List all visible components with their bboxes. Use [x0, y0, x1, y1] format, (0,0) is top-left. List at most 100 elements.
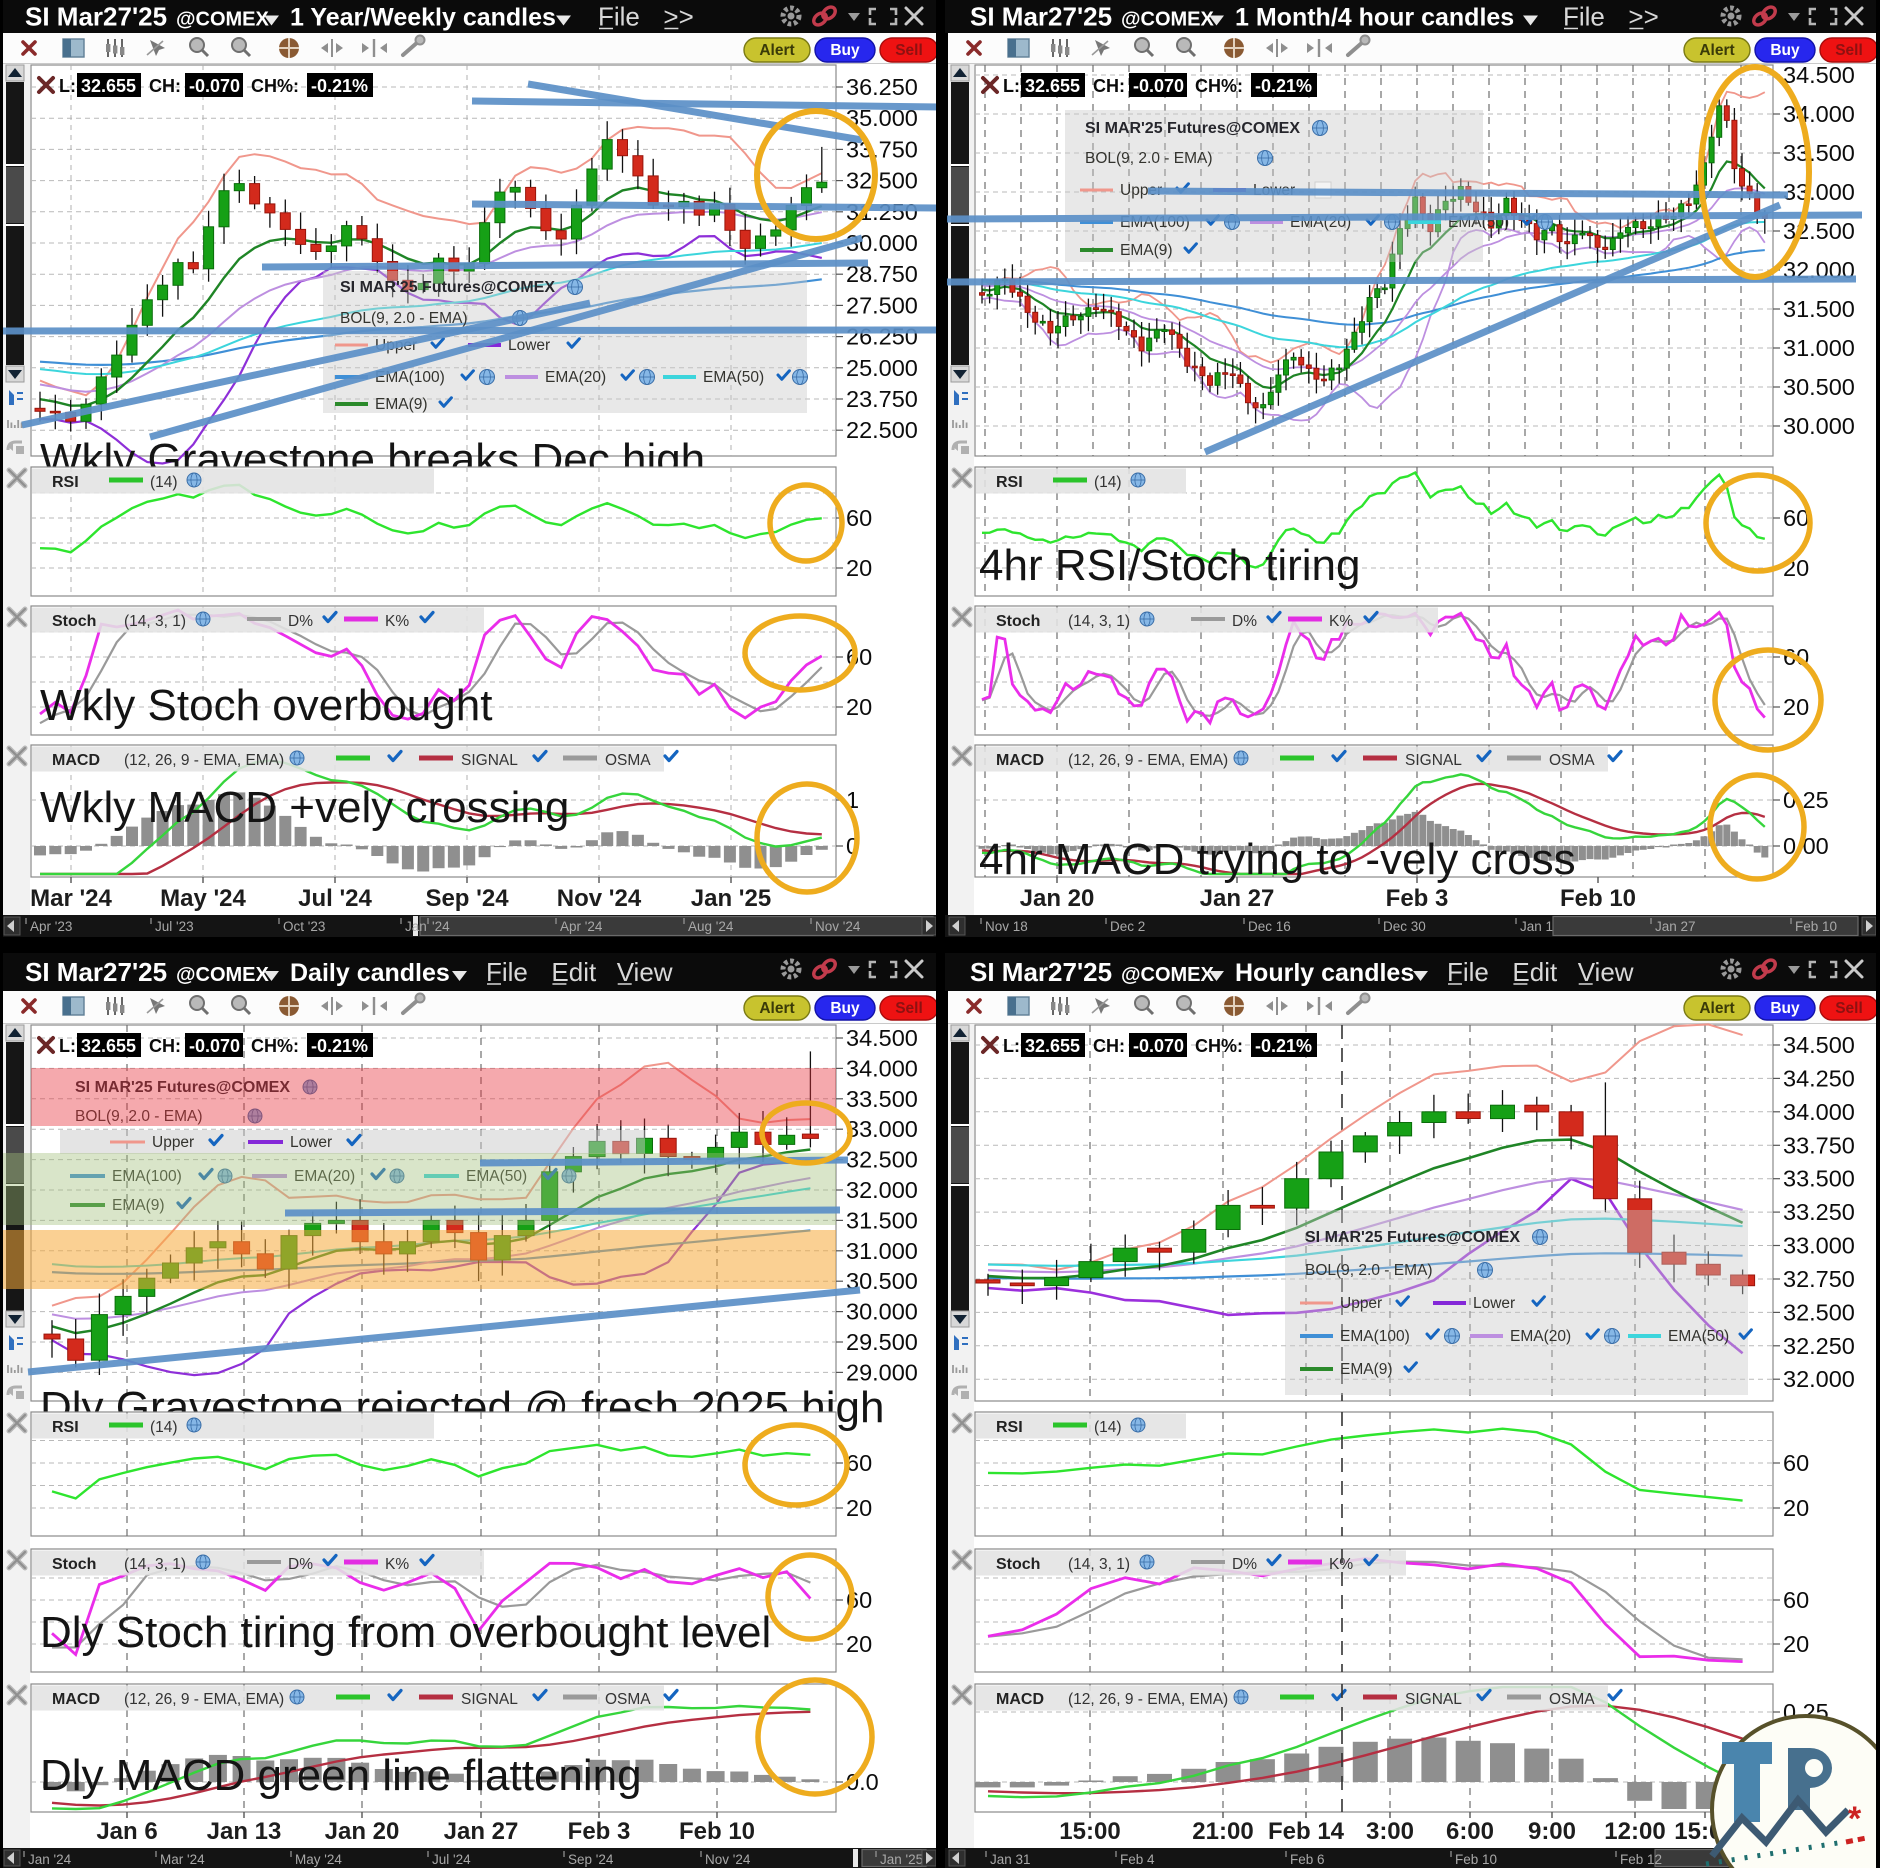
svg-text:Feb 6: Feb 6 [1290, 1852, 1325, 1867]
svg-text:MACD: MACD [996, 752, 1044, 769]
svg-text:Alert: Alert [1699, 1000, 1734, 1017]
svg-text:Feb 12: Feb 12 [1620, 1852, 1662, 1867]
svg-text:33.250: 33.250 [1783, 1199, 1855, 1225]
svg-text:-0.21%: -0.21% [1255, 1036, 1312, 1056]
svg-text:SIGNAL: SIGNAL [461, 752, 518, 769]
svg-text:Feb 14: Feb 14 [1268, 1818, 1345, 1845]
svg-text:Feb 3: Feb 3 [568, 1818, 631, 1845]
svg-text:29.000: 29.000 [846, 1359, 918, 1385]
svg-text:6:00: 6:00 [1446, 1818, 1494, 1845]
svg-text:SI MAR'25 Futures@COMEX: SI MAR'25 Futures@COMEX [340, 279, 555, 296]
svg-text:-0.070: -0.070 [1133, 1036, 1184, 1056]
svg-text:20: 20 [1783, 1631, 1809, 1657]
svg-text:Upper: Upper [1120, 182, 1162, 199]
svg-text:Nov '24: Nov '24 [557, 885, 642, 912]
svg-text:File: File [1563, 2, 1605, 32]
svg-text:K%: K% [1329, 613, 1353, 630]
svg-text:EMA(9): EMA(9) [375, 396, 428, 413]
svg-text:(12, 26, 9 - EMA, EMA): (12, 26, 9 - EMA, EMA) [1068, 752, 1228, 769]
svg-text:Jan 27: Jan 27 [444, 1818, 519, 1845]
svg-text:EMA(9): EMA(9) [1120, 242, 1173, 259]
svg-text:Jan 27: Jan 27 [1200, 885, 1275, 912]
svg-text:D%: D% [288, 1556, 313, 1573]
svg-text:Stoch: Stoch [52, 613, 96, 630]
svg-text:Stoch: Stoch [52, 1556, 96, 1573]
svg-text:32.000: 32.000 [846, 1177, 918, 1203]
svg-text:CH%:: CH%: [251, 1036, 299, 1056]
svg-text:32.000: 32.000 [1783, 1366, 1855, 1392]
svg-text:EMA(50): EMA(50) [466, 1168, 527, 1185]
svg-text:(12, 26, 9 - EMA, EMA): (12, 26, 9 - EMA, EMA) [1068, 1691, 1228, 1708]
svg-text:33.000: 33.000 [1783, 179, 1855, 205]
svg-text:29.500: 29.500 [846, 1329, 918, 1355]
svg-text:23.750: 23.750 [846, 386, 918, 412]
svg-text:EMA(20): EMA(20) [294, 1168, 355, 1185]
svg-text:(14): (14) [150, 474, 178, 491]
svg-text:Nov '24: Nov '24 [705, 1852, 751, 1867]
svg-text:Feb 10: Feb 10 [1560, 885, 1636, 912]
svg-text:D%: D% [288, 613, 313, 630]
svg-text:OSMA: OSMA [1549, 752, 1595, 769]
svg-text:32.750: 32.750 [1783, 1266, 1855, 1292]
svg-text:-0.21%: -0.21% [311, 1036, 368, 1056]
svg-text:33.750: 33.750 [1783, 1132, 1855, 1158]
svg-text:21:00: 21:00 [1192, 1818, 1253, 1845]
svg-text:4hr RSI/Stoch tiring: 4hr RSI/Stoch tiring [979, 541, 1361, 590]
svg-text:(14, 3, 1): (14, 3, 1) [1068, 613, 1130, 630]
svg-text:K%: K% [1329, 1556, 1353, 1573]
svg-text:(14): (14) [150, 1419, 178, 1436]
svg-text:May '24: May '24 [295, 1852, 342, 1867]
svg-text:Stoch: Stoch [996, 1556, 1040, 1573]
svg-text:MACD: MACD [52, 1691, 100, 1708]
svg-text:Feb 10: Feb 10 [1795, 919, 1837, 934]
svg-text:Jan 6: Jan 6 [96, 1818, 157, 1845]
svg-text:Apr '23: Apr '23 [30, 919, 72, 934]
svg-text:36.250: 36.250 [846, 74, 918, 100]
svg-text:EMA(9): EMA(9) [112, 1197, 165, 1214]
svg-text:Wkly Stoch overbought: Wkly Stoch overbought [40, 681, 492, 730]
svg-text:34.500: 34.500 [1783, 1032, 1855, 1058]
svg-text:Sell: Sell [1835, 1000, 1863, 1017]
svg-text:Hourly candles: Hourly candles [1235, 959, 1414, 987]
svg-text:Lower: Lower [1473, 1295, 1515, 1312]
svg-text:32.250: 32.250 [1783, 1333, 1855, 1359]
svg-text:20: 20 [1783, 694, 1809, 720]
svg-text:15:00: 15:00 [1059, 1818, 1120, 1845]
svg-text:Feb 4: Feb 4 [1120, 1852, 1155, 1867]
svg-text:Nov '24: Nov '24 [815, 919, 861, 934]
svg-text:Lower: Lower [290, 1134, 332, 1151]
svg-text:Daily candles: Daily candles [290, 959, 450, 987]
svg-text:20: 20 [846, 1495, 872, 1521]
svg-text:12:00: 12:00 [1604, 1818, 1665, 1845]
svg-text:CH:: CH: [149, 1036, 181, 1056]
svg-text:32.655: 32.655 [1025, 76, 1080, 96]
svg-text:34.500: 34.500 [1783, 62, 1855, 88]
svg-text:33.000: 33.000 [846, 1116, 918, 1142]
svg-text:OSMA: OSMA [605, 752, 651, 769]
svg-text:(12, 26, 9 - EMA, EMA): (12, 26, 9 - EMA, EMA) [124, 1691, 284, 1708]
svg-text:Mar '24: Mar '24 [160, 1852, 205, 1867]
svg-text:Dly Stoch tiring from overboug: Dly Stoch tiring from overbought level [40, 1608, 771, 1657]
svg-text:SI Mar27'25: SI Mar27'25 [25, 957, 167, 987]
svg-text:L:: L: [59, 76, 76, 96]
svg-text:Jan 31: Jan 31 [990, 1852, 1031, 1867]
svg-text:BOL(9, 2.0 - EMA): BOL(9, 2.0 - EMA) [75, 1108, 202, 1125]
svg-text:Stoch: Stoch [996, 613, 1040, 630]
svg-text:33.500: 33.500 [1783, 140, 1855, 166]
svg-text:Aug '24: Aug '24 [688, 919, 734, 934]
svg-text:SI MAR'25 Futures@COMEX: SI MAR'25 Futures@COMEX [75, 1079, 290, 1096]
svg-text:Edit: Edit [1512, 957, 1558, 987]
svg-text:Sep '24: Sep '24 [425, 885, 509, 912]
svg-text:RSI: RSI [996, 1419, 1023, 1436]
svg-text:MACD: MACD [996, 1691, 1044, 1708]
svg-text:Dly MACD green line flattening: Dly MACD green line flattening [40, 1751, 642, 1800]
svg-text:SIGNAL: SIGNAL [461, 1691, 518, 1708]
svg-text:33.500: 33.500 [1783, 1166, 1855, 1192]
svg-text:D%: D% [1232, 613, 1257, 630]
svg-text:Jan 1: Jan 1 [1520, 919, 1553, 934]
svg-text:Lower: Lower [508, 337, 550, 354]
svg-text:Jul '24: Jul '24 [432, 1852, 471, 1867]
svg-text:>>: >> [663, 2, 693, 32]
svg-text:File: File [598, 2, 640, 32]
svg-text:30.500: 30.500 [1783, 374, 1855, 400]
